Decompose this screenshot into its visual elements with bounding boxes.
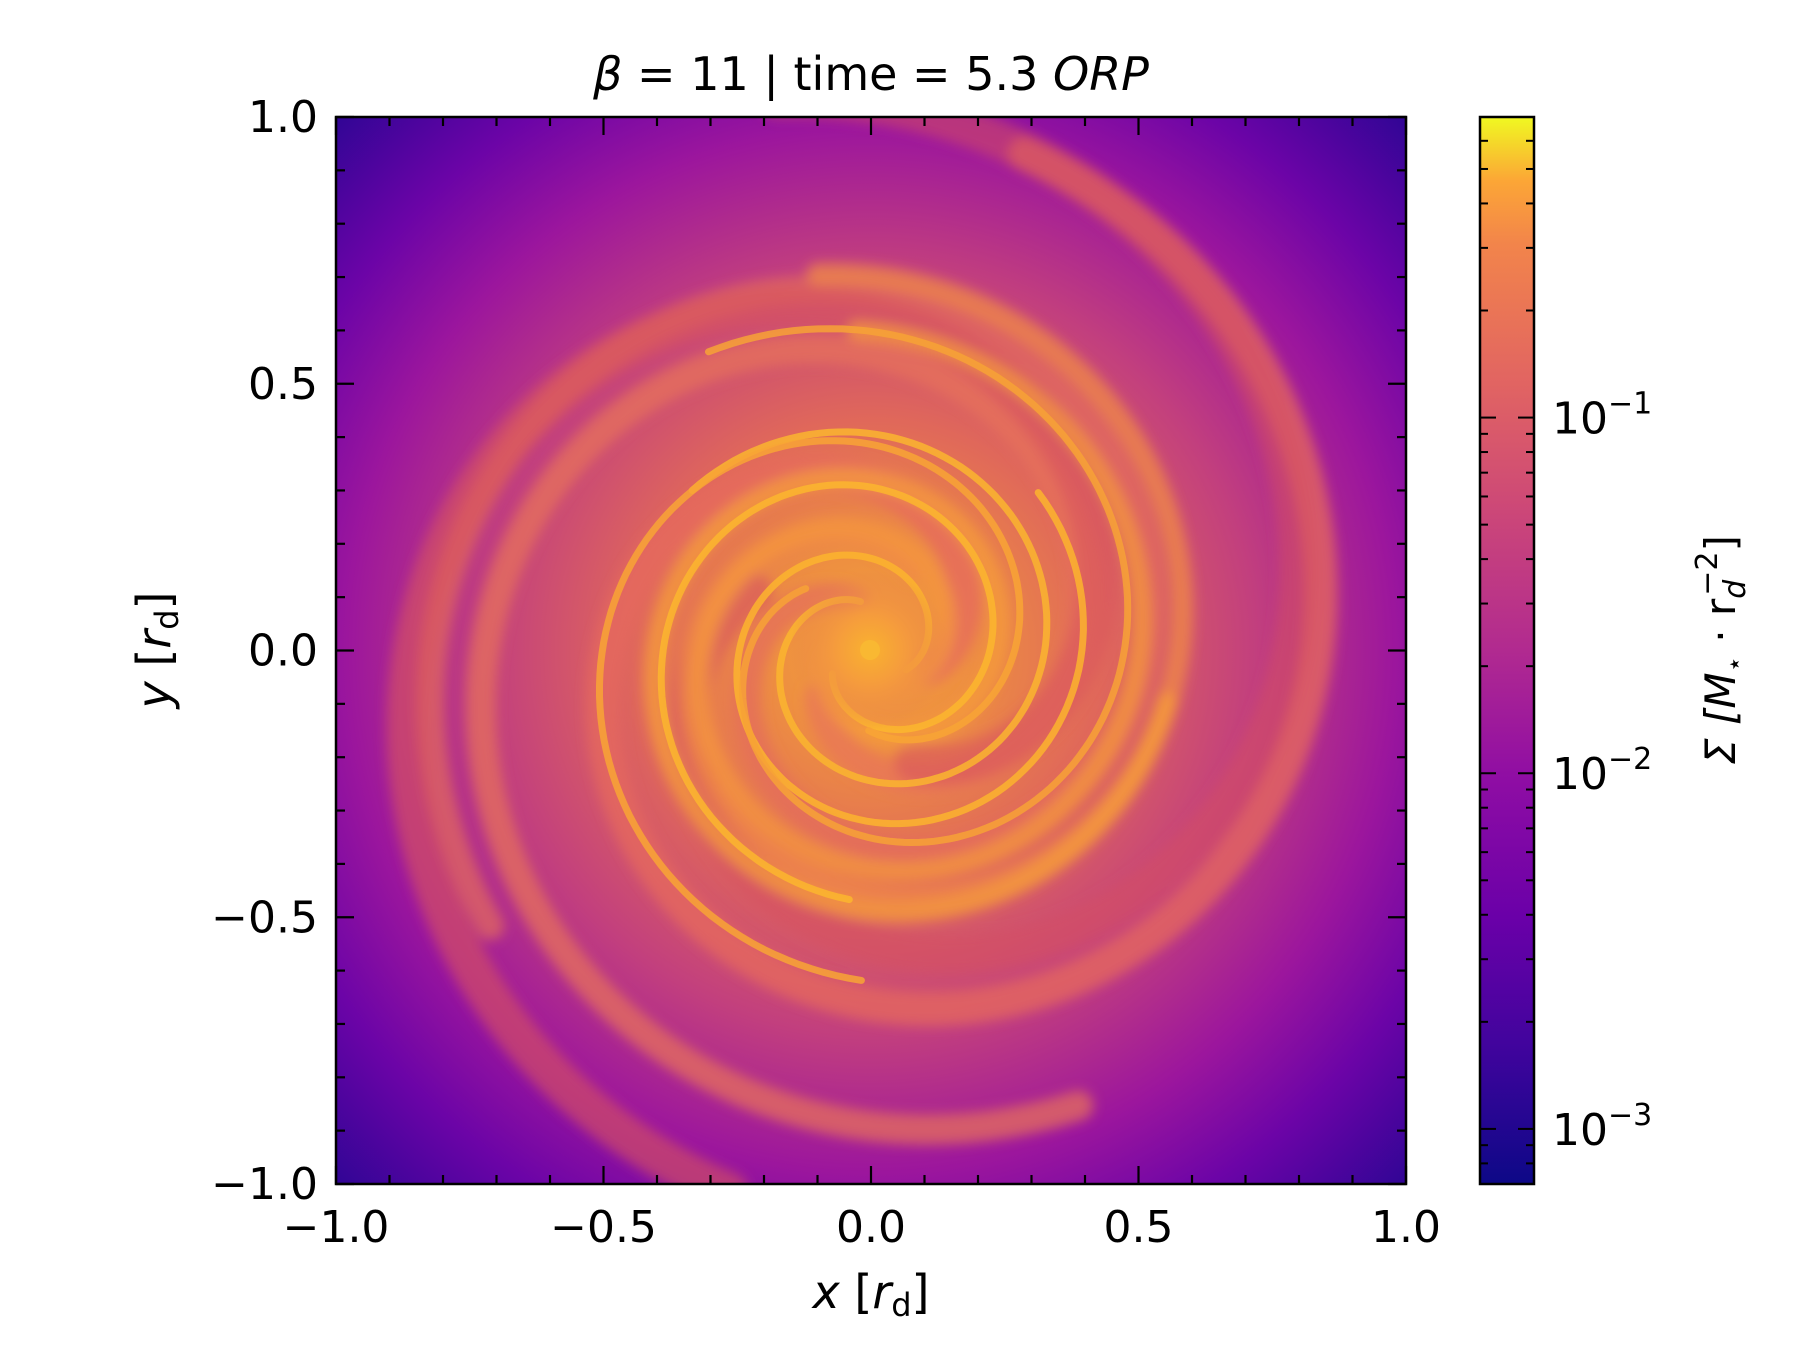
x-tick-label: −1.0 [283, 1202, 390, 1253]
colorbar-tick-label: 10−1 [1552, 387, 1652, 445]
x-tick-label: 0.5 [1104, 1202, 1174, 1253]
x-tick-label: −0.5 [550, 1202, 657, 1253]
heatmap-image [336, 117, 1406, 1184]
chart-title: β = 11 | time = 5.3 ORP [592, 47, 1149, 102]
axis-ticks [334, 115, 1408, 1186]
y-tick-label: 1.0 [248, 92, 318, 143]
spiral-filament [596, 437, 1024, 984]
colorbar-frame [1478, 115, 1536, 1186]
y-tick-label: 0.0 [248, 626, 318, 677]
axis-tick-labels: −1.0 −0.5 0.0 0.5 1.0 −1.0 −0.5 0.0 0.5 1.0 [211, 92, 1441, 1253]
disc-center [860, 640, 880, 660]
y-axis-label: y [rd] [127, 592, 186, 711]
colorbar-label: Σ [M⋆ · rd−2] [1690, 535, 1753, 765]
x-axis-label: x [rd] [811, 1265, 930, 1324]
spiral-filament [705, 325, 1132, 847]
spiral-arm [386, 286, 1118, 1184]
colorbar-ticks [1480, 139, 1534, 1185]
colorbar-tick-label: 10−3 [1552, 1098, 1652, 1156]
colorbar-tick-labels: 10−3 10−2 10−1 [1552, 387, 1652, 1156]
x-tick-label: 0.0 [836, 1202, 906, 1253]
y-tick-label: 0.5 [248, 359, 318, 410]
spiral-arm [689, 320, 1152, 882]
colorbar-tick-label: 10−2 [1552, 742, 1652, 800]
spiral-filament [688, 428, 1051, 788]
colorbar-gradient [1480, 117, 1534, 1184]
y-tick-label: −0.5 [211, 892, 318, 943]
x-tick-label: 1.0 [1371, 1202, 1441, 1253]
y-tick-label: −1.0 [211, 1159, 318, 1210]
